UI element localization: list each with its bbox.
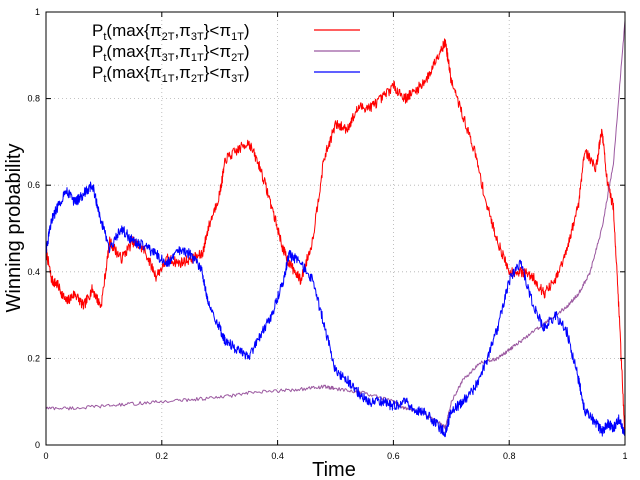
series-line-3 xyxy=(45,181,626,438)
x-tick-label: 0.8 xyxy=(503,451,516,461)
series-layer xyxy=(45,20,626,438)
x-tick-label: 0 xyxy=(43,451,48,461)
x-axis-label: Time xyxy=(312,459,356,480)
y-tick-label: 1 xyxy=(35,7,40,17)
y-axis-label: Winning probability xyxy=(3,144,25,313)
series-line-1 xyxy=(45,38,626,437)
x-tick-label: 0.4 xyxy=(271,451,284,461)
y-tick-label: 0.6 xyxy=(27,180,40,190)
y-tick-label: 0.4 xyxy=(27,267,40,277)
x-tick-label: 1 xyxy=(622,451,627,461)
legend-label-3: Pt(max{π1T,π2T}<π3T) xyxy=(92,63,250,85)
plot-frame xyxy=(45,11,626,446)
legend-label-2: Pt(max{π3T,π1T}<π2T) xyxy=(92,42,250,64)
ticks: 0 0.2 0.4 0.6 0.8 1 0 0.2 0.4 0.6 0.8 1 xyxy=(27,7,627,461)
x-tick-label: 0.6 xyxy=(387,451,400,461)
legend-label-1: Pt(max{π2T,π3T}<π1T) xyxy=(92,21,250,43)
legend: Pt(max{π2T,π3T}<π1T)Pt(max{π3T,π1T}<π2T)… xyxy=(92,21,360,85)
y-tick-label: 0 xyxy=(35,440,40,450)
y-tick-label: 0.2 xyxy=(27,353,40,363)
y-tick-label: 0.8 xyxy=(27,94,40,104)
x-tick-label: 0.2 xyxy=(156,451,169,461)
